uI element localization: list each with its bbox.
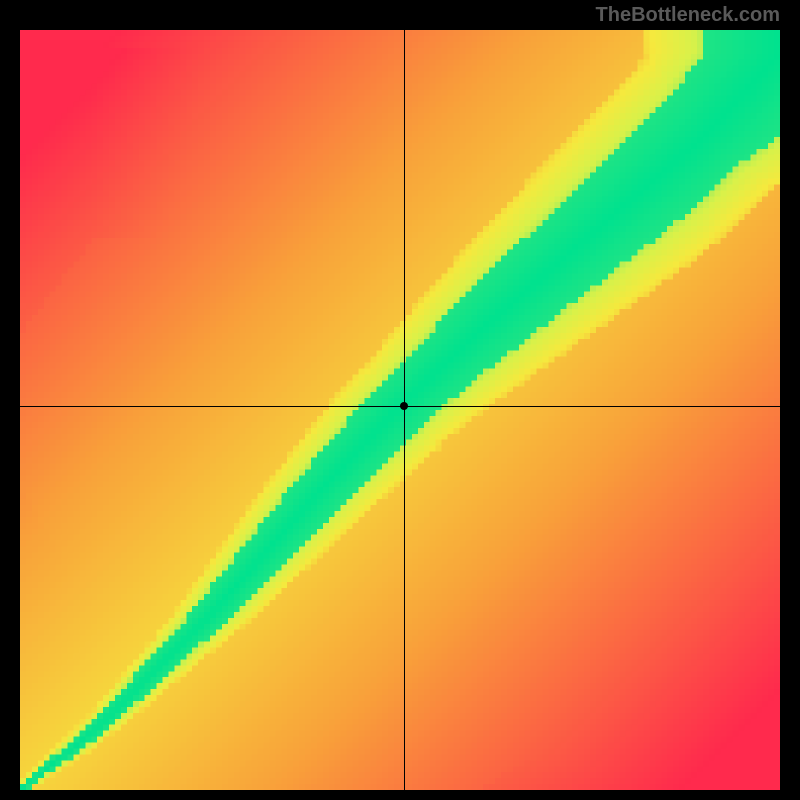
heatmap-plot (20, 30, 780, 790)
crosshair-marker (400, 402, 408, 410)
watermark-text: TheBottleneck.com (596, 4, 780, 27)
heatmap-canvas (20, 30, 780, 790)
